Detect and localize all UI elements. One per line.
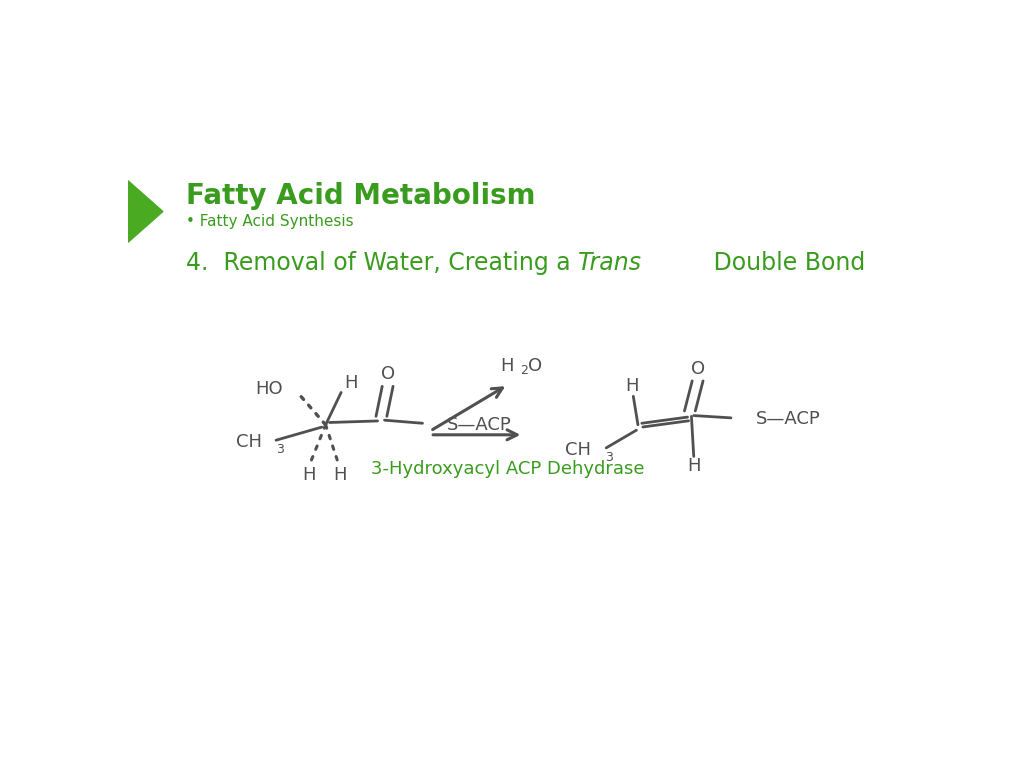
Text: CH: CH: [237, 432, 262, 451]
Text: • Fatty Acid Synthesis: • Fatty Acid Synthesis: [186, 214, 353, 229]
Text: S—ACP: S—ACP: [447, 415, 512, 434]
Text: H: H: [501, 356, 514, 375]
Text: HO: HO: [255, 380, 283, 399]
Text: 2: 2: [520, 364, 528, 377]
Text: O: O: [381, 365, 394, 383]
Text: S—ACP: S—ACP: [756, 410, 820, 429]
Text: H: H: [344, 374, 357, 392]
Text: 3-Hydroxyacyl ACP Dehydrase: 3-Hydroxyacyl ACP Dehydrase: [371, 461, 644, 478]
Text: O: O: [528, 356, 542, 375]
Text: 3: 3: [605, 452, 613, 465]
Text: 3: 3: [276, 443, 284, 456]
Text: CH: CH: [565, 441, 592, 459]
Text: Trans: Trans: [579, 251, 642, 275]
Text: H: H: [333, 466, 346, 484]
Text: H: H: [625, 376, 639, 395]
Text: O: O: [690, 359, 705, 378]
Text: Double Bond: Double Bond: [707, 251, 865, 275]
Text: 4.  Removal of Water, Creating a: 4. Removal of Water, Creating a: [186, 251, 579, 275]
Text: H: H: [687, 457, 700, 475]
Text: H: H: [302, 466, 315, 484]
Polygon shape: [128, 180, 163, 243]
Text: Fatty Acid Metabolism: Fatty Acid Metabolism: [186, 182, 536, 210]
